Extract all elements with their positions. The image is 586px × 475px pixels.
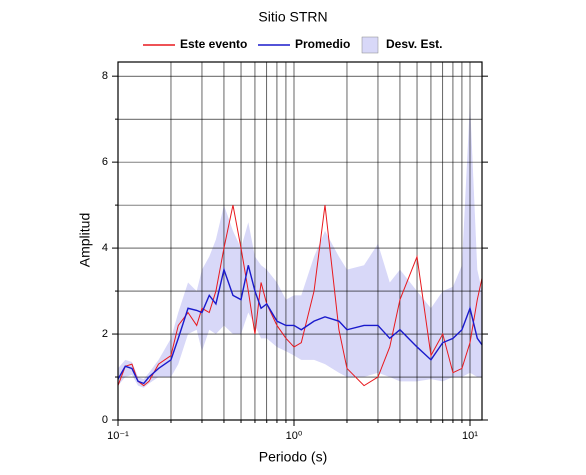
y-tick-label: 2 bbox=[102, 328, 108, 340]
legend-label: Promedio bbox=[295, 37, 350, 51]
legend-swatch bbox=[361, 36, 379, 54]
plot-frame bbox=[117, 61, 483, 421]
x-tick-label: 10⁻¹ bbox=[107, 430, 129, 442]
y-tick-label: 4 bbox=[102, 242, 108, 254]
x-tick-label: 10⁰ bbox=[286, 430, 303, 442]
y-tick-label: 0 bbox=[102, 414, 108, 426]
y-tick-label: 6 bbox=[102, 156, 108, 168]
series-line bbox=[117, 265, 483, 385]
legend-label: Desv. Est. bbox=[386, 37, 442, 51]
x-axis-label: Periodo (s) bbox=[259, 449, 327, 465]
y-axis-label: Amplitud bbox=[77, 213, 93, 267]
x-tick-label: 10¹ bbox=[462, 430, 478, 442]
legend-label: Este evento bbox=[180, 37, 247, 51]
std-band bbox=[118, 101, 482, 388]
y-tick-label: 8 bbox=[102, 70, 108, 82]
chart-title: Sitio STRN bbox=[258, 9, 327, 25]
